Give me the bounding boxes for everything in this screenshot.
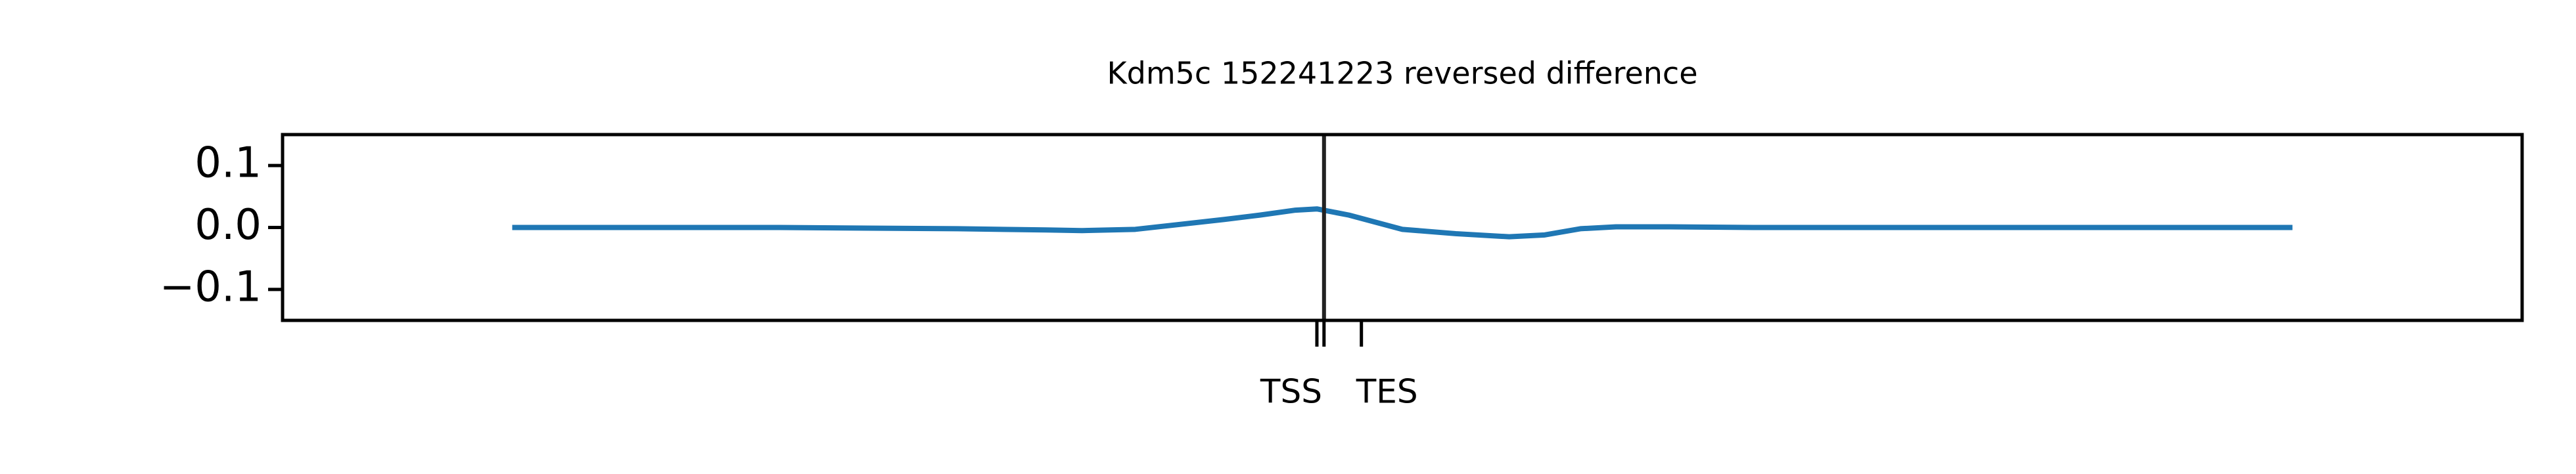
x-tick-label: TES bbox=[1356, 373, 1418, 411]
x-tick-label: TSS bbox=[1260, 373, 1322, 411]
y-tick-label: 0.0 bbox=[195, 201, 262, 249]
data-line bbox=[512, 206, 2293, 240]
y-tick-label: 0.1 bbox=[195, 139, 262, 188]
plot-frame bbox=[281, 133, 2524, 322]
chart-title: Kdm5c 152241223 reversed difference bbox=[1107, 56, 1697, 91]
y-tick-label: −0.1 bbox=[160, 263, 262, 311]
